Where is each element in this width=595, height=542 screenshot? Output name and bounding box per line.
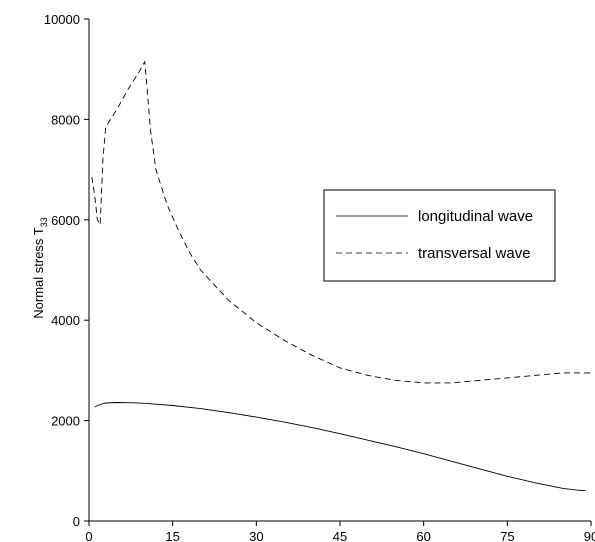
y-tick-label: 4000 xyxy=(51,313,80,328)
axes: 0 2000 4000 6000 8000 10000 0 15 30 45 60 75 90 xyxy=(44,12,595,542)
y-tick-label: 10000 xyxy=(44,12,80,27)
x-tick-label: 0 xyxy=(85,529,92,542)
series-layer xyxy=(91,60,591,491)
legend-box xyxy=(323,189,556,282)
x-tick-label: 15 xyxy=(165,529,179,542)
series-line-transversal xyxy=(91,60,591,384)
y-tick-label: 2000 xyxy=(51,414,80,429)
x-tick-label: 30 xyxy=(249,529,263,542)
x-tick-label: 75 xyxy=(500,529,514,542)
x-tick-label: 60 xyxy=(416,529,430,542)
legend: longitudinal wave transversal wave xyxy=(323,189,556,282)
y-tick-label: 0 xyxy=(73,514,80,529)
legend-label-transversal: transversal wave xyxy=(418,245,531,262)
y-axis-label: Normal stress T33 xyxy=(31,217,49,319)
series-line-longitudinal xyxy=(94,402,586,491)
x-tick-label: 45 xyxy=(333,529,347,542)
y-tick-label: 6000 xyxy=(51,213,80,228)
x-tick-label: 90 xyxy=(584,529,595,542)
y-axis-label-subscript: 33 xyxy=(39,217,49,227)
legend-label-longitudinal: longitudinal wave xyxy=(418,208,533,225)
y-tick-label: 8000 xyxy=(51,112,80,127)
